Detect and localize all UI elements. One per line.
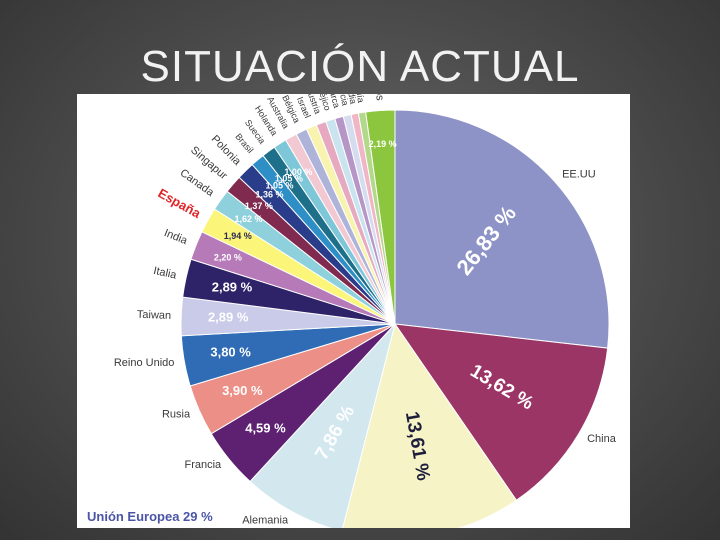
pie-label-brasil: 1,05 % xyxy=(266,181,294,191)
pie-label-polonia: 1,36 % xyxy=(255,190,283,200)
pie-category-india: India xyxy=(162,227,189,247)
pie-label-singapur: 1,37 % xyxy=(245,201,273,211)
pie-label-francia: 4,59 % xyxy=(245,421,286,436)
footnote-text: Unión Europea 29 % xyxy=(87,509,213,524)
pie-label-canada: 1,62 % xyxy=(234,214,262,224)
pie-label-taiwan: 2,89 % xyxy=(208,310,249,325)
pie-label-italia: 2,89 % xyxy=(212,280,253,295)
pie-label-holanda: 1,00 % xyxy=(284,167,312,177)
pie-slice-china xyxy=(393,323,609,501)
pie-slice-otros xyxy=(365,109,396,325)
pie-category-ee-uu: EE.UU xyxy=(562,169,596,181)
pie-category-alemania: Alemania xyxy=(242,515,289,527)
pie-category-francia: Francia xyxy=(184,459,222,471)
pie-category-finlandia: Finlandia xyxy=(342,94,359,105)
pie-category-china: China xyxy=(587,433,617,445)
slide-title: SITUACIÓN ACTUAL xyxy=(140,42,580,91)
pie-label-rusia: 3,90 % xyxy=(222,383,263,398)
pie-label-suecia: 1,05 % xyxy=(275,173,303,183)
pie-category-italia: Italia xyxy=(152,265,178,282)
pie-label-india: 2,20 % xyxy=(214,252,242,262)
pie-category-rusia: Rusia xyxy=(162,408,191,420)
pie-category-otros: Otros xyxy=(372,94,386,101)
pie-category-reino-unido: Reino Unido xyxy=(114,357,175,369)
pie-slice-alemania xyxy=(249,323,396,528)
pie-slice-japon xyxy=(342,322,518,528)
pie-category-taiwan: Taiwan xyxy=(137,309,172,322)
pie-label-espana: 1,94 % xyxy=(224,231,252,241)
pie-label-otros: 2,19 % xyxy=(369,139,397,149)
pie-slice-ee-uu xyxy=(394,109,610,349)
pie-category-espana: España xyxy=(156,185,204,221)
pie-label-reino-unido: 3,80 % xyxy=(210,344,251,359)
pie-category-turquia: Turquía xyxy=(351,94,366,103)
